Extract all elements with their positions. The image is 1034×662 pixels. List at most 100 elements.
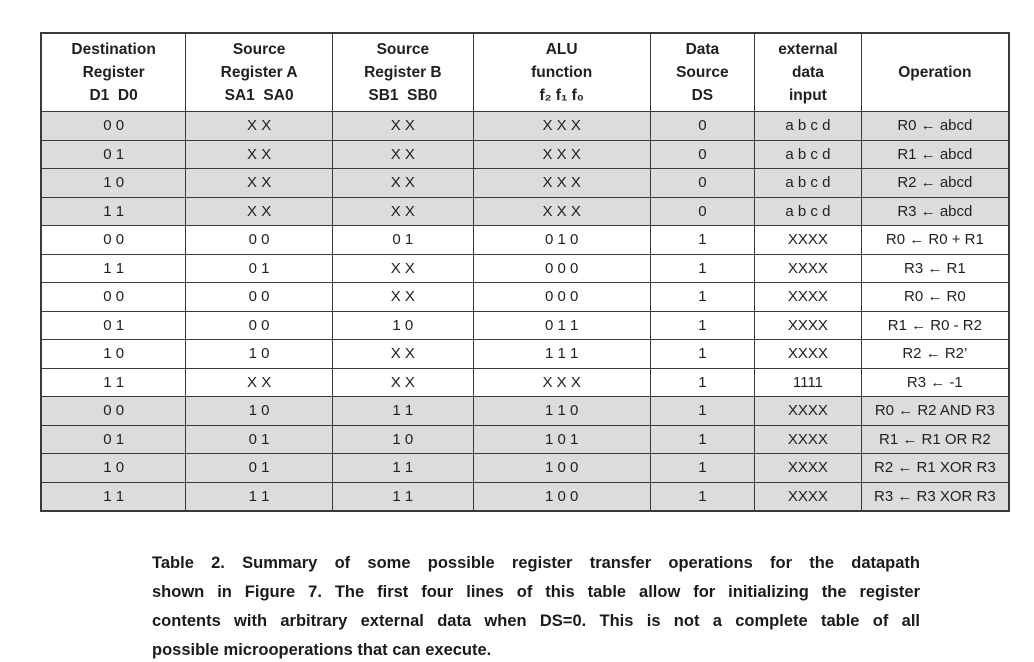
header-line: SB1 SB0 <box>368 87 438 104</box>
table-cell: 1 0 <box>40 453 187 483</box>
table-cell: 0 <box>649 139 756 169</box>
table-row: 1 1 1 1 1 1 1 0 0 1 XXXX R3 ← R3 XOR R3 <box>40 481 1010 512</box>
table-cell: X X <box>331 253 474 283</box>
table-cell: 1 <box>649 310 756 340</box>
table-cell: 1 1 1 <box>472 339 651 369</box>
table-cell: 0 <box>649 196 756 226</box>
table-cell: 0 0 <box>40 111 187 141</box>
caption-line: contents with arbitrary external data wh… <box>152 612 920 630</box>
register-transfer-table: Destination Register D1 D0 Source Regist… <box>40 32 1010 512</box>
table-cell: X X <box>331 339 474 369</box>
table-cell: a b c d <box>754 168 862 198</box>
table-row: 1 1 X X X X X X X 0 a b c d R3 ← abcd <box>40 196 1010 226</box>
header-line: Source <box>232 41 286 58</box>
caption-line: shown in Figure 7. The first four lines … <box>152 583 920 601</box>
header-line: f₂ f₁ f₀ <box>539 87 584 104</box>
table-cell: X X <box>185 111 333 141</box>
table-cell: R2 ← R2’ <box>860 339 1010 369</box>
col-header-source-register-a: Source Register A SA1 SA0 <box>185 32 333 112</box>
table-cell: XXXX <box>754 424 862 454</box>
table-cell: 1 0 <box>331 310 474 340</box>
table-cell: X X <box>331 111 474 141</box>
table-cell: 1 <box>649 225 756 255</box>
table-cell: R3 ← abcd <box>860 196 1010 226</box>
table-cell: XXXX <box>754 396 862 426</box>
header-line: Register <box>82 64 145 81</box>
table-row: 0 1 0 1 1 0 1 0 1 1 XXXX R1 ← R1 OR R2 <box>40 424 1010 454</box>
table-cell: XXXX <box>754 481 862 512</box>
header-line: Data <box>685 41 720 58</box>
table-cell: 1 <box>649 453 756 483</box>
table-row: 1 0 1 0 X X 1 1 1 1 XXXX R2 ← R2’ <box>40 339 1010 369</box>
header-line: external <box>778 41 838 58</box>
table-row: 0 1 0 0 1 0 0 1 1 1 XXXX R1 ← R0 - R2 <box>40 310 1010 340</box>
table-cell: 0 0 <box>40 225 187 255</box>
caption-line: possible microoperations that can execut… <box>152 641 492 659</box>
header-line: input <box>788 87 827 104</box>
table-cell: R0 ← R0 <box>860 282 1010 312</box>
table-cell: R1 ← abcd <box>860 139 1010 169</box>
table-cell: X X <box>185 196 333 226</box>
table-cell: 1 0 0 <box>472 481 651 512</box>
table-cell: 0 0 0 <box>472 282 651 312</box>
table-cell: 1 1 <box>331 396 474 426</box>
table-cell: 1 0 <box>40 339 187 369</box>
table-cell: R2 ← R1 XOR R3 <box>860 453 1010 483</box>
table-row: 0 1 X X X X X X X 0 a b c d R1 ← abcd <box>40 139 1010 169</box>
table-cell: X X <box>331 168 474 198</box>
table-cell: X X X <box>472 196 651 226</box>
table-cell: a b c d <box>754 139 862 169</box>
table-cell: 1111 <box>754 367 862 397</box>
table-cell: X X <box>185 168 333 198</box>
table-cell: 0 1 <box>40 139 187 169</box>
table-cell: X X <box>185 139 333 169</box>
table-cell: X X X <box>472 111 651 141</box>
table-cell: X X <box>185 367 333 397</box>
table-cell: 1 1 <box>331 453 474 483</box>
table-cell: 1 0 1 <box>472 424 651 454</box>
table-cell: 1 0 0 <box>472 453 651 483</box>
table-cell: R3 ← R1 <box>860 253 1010 283</box>
table-cell: 0 1 1 <box>472 310 651 340</box>
table-cell: 0 0 0 <box>472 253 651 283</box>
table-cell: 1 1 <box>40 253 187 283</box>
table-cell: 1 <box>649 396 756 426</box>
table-cell: 1 0 <box>185 396 333 426</box>
table-row: 1 0 X X X X X X X 0 a b c d R2 ← abcd <box>40 168 1010 198</box>
table-cell: 0 0 <box>185 225 333 255</box>
col-header-alu-function: ALU function f₂ f₁ f₀ <box>472 32 651 112</box>
table-cell: 1 1 <box>40 196 187 226</box>
table-caption: Table 2. Summary of some possible regist… <box>152 549 920 662</box>
table-cell: 0 1 0 <box>472 225 651 255</box>
table-cell: R1 ← R0 - R2 <box>860 310 1010 340</box>
table-cell: 1 <box>649 339 756 369</box>
table-cell: 1 0 <box>331 424 474 454</box>
header-line: data <box>791 64 824 81</box>
table-cell: 1 0 <box>185 339 333 369</box>
table-cell: 1 1 <box>185 481 333 512</box>
table-cell: 0 1 <box>40 310 187 340</box>
table-cell: X X <box>331 367 474 397</box>
table-cell: R3 ← R3 XOR R3 <box>860 481 1010 512</box>
table-row: 0 0 1 0 1 1 1 1 0 1 XXXX R0 ← R2 AND R3 <box>40 396 1010 426</box>
table-cell: 0 0 <box>185 282 333 312</box>
col-header-source-register-b: Source Register B SB1 SB0 <box>331 32 474 112</box>
table-cell: XXXX <box>754 225 862 255</box>
table-cell: 1 1 0 <box>472 396 651 426</box>
table-cell: 0 <box>649 111 756 141</box>
table-cell: 1 <box>649 282 756 312</box>
table-cell: R0 ← R0 + R1 <box>860 225 1010 255</box>
table-cell: R2 ← abcd <box>860 168 1010 198</box>
table-cell: 1 1 <box>331 481 474 512</box>
table-cell: 1 1 <box>40 367 187 397</box>
table-cell: XXXX <box>754 282 862 312</box>
table-cell: R0 ← R2 AND R3 <box>860 396 1010 426</box>
table-cell: a b c d <box>754 111 862 141</box>
table-cell: XXXX <box>754 310 862 340</box>
table-row: 0 0 0 0 0 1 0 1 0 1 XXXX R0 ← R0 + R1 <box>40 225 1010 255</box>
header-line: Operation <box>898 64 972 81</box>
table-row: 0 0 X X X X X X X 0 a b c d R0 ← abcd <box>40 111 1010 141</box>
header-line: Source <box>376 41 430 58</box>
col-header-data-source: Data Source DS <box>649 32 756 112</box>
